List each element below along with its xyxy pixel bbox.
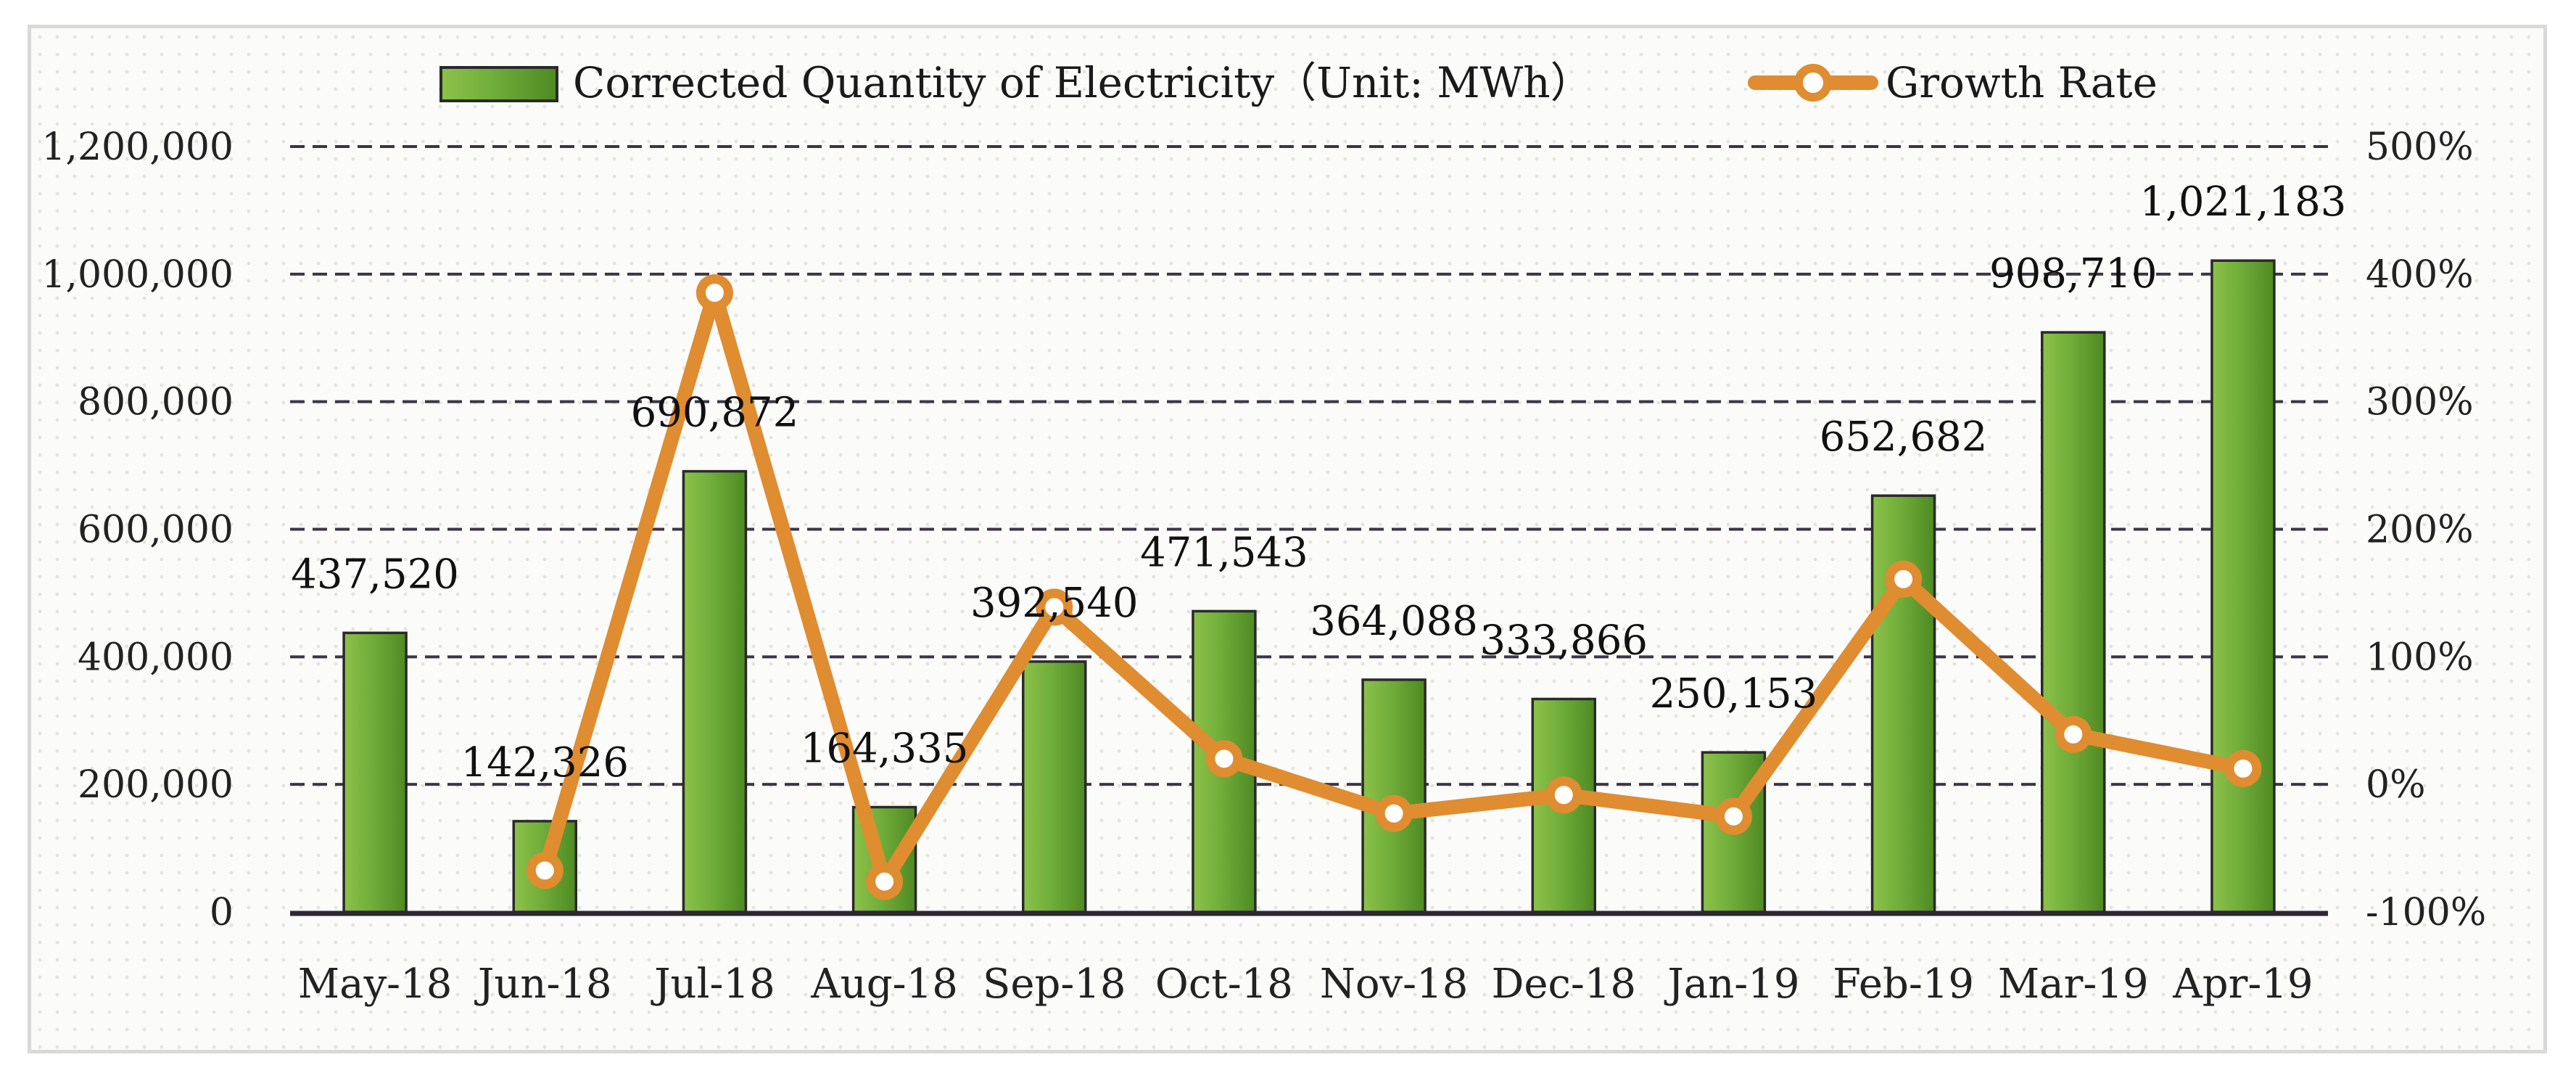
- left-axis-tick-label: 200,000: [78, 763, 234, 807]
- chart-frame: [28, 25, 2547, 1053]
- right-axis-tick-label: 100%: [2366, 636, 2474, 679]
- right-axis-tick-label: 300%: [2366, 381, 2474, 424]
- bar: [2041, 331, 2106, 913]
- growth-rate-marker: [1885, 560, 1923, 598]
- legend: Corrected Quantity of Electricity（Unit: …: [439, 58, 2158, 107]
- growth-rate-marker: [1545, 776, 1582, 814]
- x-axis-tick-label: May-18: [298, 961, 453, 1008]
- x-axis-tick-label: Feb-19: [1833, 961, 1974, 1008]
- bar-data-label: 1,021,183: [2139, 178, 2346, 226]
- right-axis-tick-label: 500%: [2366, 126, 2474, 169]
- bar-data-label: 392,540: [970, 580, 1139, 627]
- left-axis-tick-label: 600,000: [78, 509, 234, 552]
- bar-data-label: 471,543: [1140, 529, 1308, 576]
- x-axis-tick-label: Apr-19: [2172, 961, 2313, 1008]
- growth-rate-marker: [695, 274, 733, 312]
- growth-rate-marker: [1205, 740, 1243, 778]
- growth-rate-marker: [1714, 797, 1752, 835]
- x-axis-tick-label: Jan-19: [1664, 961, 1799, 1008]
- growth-rate-marker: [1036, 588, 1073, 626]
- bar-data-label: 364,088: [1310, 598, 1478, 645]
- growth-rate-marker: [526, 852, 564, 889]
- bar-data-label: 652,682: [1820, 414, 1988, 461]
- x-axis-tick-label: Jul-18: [651, 961, 775, 1008]
- growth-rate-marker: [2224, 749, 2262, 787]
- bar-data-label: 690,872: [631, 390, 799, 437]
- bar: [1022, 660, 1087, 913]
- left-axis-ticks: 0 200,000 400,000 600,000 800,000 1,000,000 1,…: [41, 126, 234, 934]
- x-axis-tick-label: Oct-18: [1155, 961, 1293, 1008]
- bar: [342, 631, 408, 913]
- left-axis-tick-label: 1,200,000: [41, 126, 234, 169]
- right-axis-tick-label: 200%: [2366, 509, 2474, 552]
- bar-data-label: 437,520: [291, 551, 459, 598]
- growth-rate-series: [526, 274, 2262, 900]
- x-axis-tick-label: Jun-18: [474, 961, 612, 1008]
- x-axis-tick-label: Sep-18: [983, 961, 1126, 1008]
- right-axis-ticks: -100% 0% 100% 200% 300% 400% 500%: [2366, 126, 2486, 934]
- left-axis-tick-label: 0: [210, 891, 234, 934]
- bar-data-label: 333,866: [1479, 617, 1648, 664]
- bar: [2210, 259, 2276, 913]
- legend-line-label: Growth Rate: [1886, 58, 2158, 107]
- growth-rate-marker: [866, 863, 904, 900]
- bar-data-label: 142,326: [461, 739, 629, 786]
- right-axis-tick-label: 0%: [2366, 763, 2426, 807]
- right-axis-tick-label: -100%: [2366, 891, 2486, 934]
- x-axis-tick-label: Dec-18: [1491, 961, 1636, 1008]
- legend-line-marker: [1794, 64, 1832, 102]
- left-axis-tick-label: 400,000: [78, 636, 234, 679]
- bar-data-label: 164,335: [801, 726, 969, 773]
- legend-bar-swatch: [439, 66, 558, 102]
- bar: [682, 469, 748, 913]
- growth-rate-marker: [1375, 794, 1413, 832]
- bar-data-label: 250,153: [1650, 670, 1818, 718]
- left-axis-tick-label: 800,000: [78, 381, 234, 424]
- right-axis-tick-label: 400%: [2366, 253, 2474, 297]
- left-axis-tick-label: 1,000,000: [41, 253, 234, 297]
- bar-data-labels: 437,520 142,326 690,872 164,335 392,540471,5…: [291, 178, 2346, 786]
- growth-rate-marker: [2055, 715, 2092, 753]
- x-axis-ticks: May-18 Jun-18 Jul-18 Aug-18 Sep-18 Oct-18 Nov-…: [298, 961, 2313, 1008]
- x-axis-tick-label: Nov-18: [1320, 961, 1469, 1008]
- x-axis-tick-label: Aug-18: [810, 961, 958, 1008]
- x-axis-tick-label: Mar-19: [1998, 961, 2149, 1008]
- bar: [1870, 494, 1936, 913]
- bar-data-label: 908,710: [1989, 250, 2158, 297]
- legend-bar-label: Corrected Quantity of Electricity（Unit: …: [573, 58, 1593, 107]
